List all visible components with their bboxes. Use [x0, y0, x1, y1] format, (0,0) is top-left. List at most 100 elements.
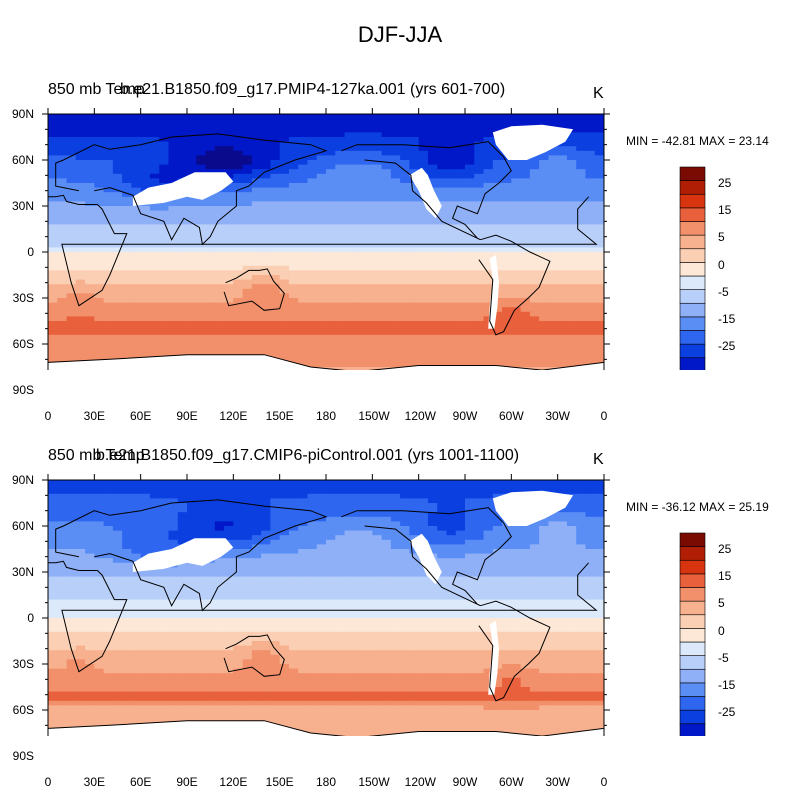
- field-cell: [474, 169, 485, 175]
- field-cell: [576, 187, 587, 193]
- field-cell: [288, 516, 299, 522]
- colorbar-box: [679, 330, 706, 345]
- field-cell: [390, 544, 401, 550]
- field-cell: [122, 192, 132, 198]
- field-cell: [224, 242, 234, 248]
- field-cell: [418, 284, 429, 290]
- field-cell: [48, 183, 58, 189]
- field-cell: [576, 183, 587, 189]
- field-cell: [529, 275, 540, 281]
- field-cell: [344, 562, 355, 568]
- field-cell: [140, 480, 151, 486]
- field-cell: [400, 123, 410, 129]
- field-cell: [85, 196, 95, 202]
- field-cell: [251, 288, 262, 294]
- field-cell: [353, 549, 364, 555]
- field-cell: [168, 284, 179, 290]
- field-cell: [307, 321, 318, 327]
- field-cell: [465, 127, 475, 133]
- field-cell: [307, 493, 318, 499]
- field-cell: [353, 521, 364, 527]
- field-cell: [196, 155, 207, 161]
- field-cell: [140, 484, 151, 490]
- field-cell: [298, 183, 309, 189]
- field-cell: [594, 480, 604, 486]
- field-cell: [437, 187, 448, 193]
- field-cell: [279, 150, 290, 156]
- field-cell: [270, 137, 281, 143]
- field-cell: [149, 293, 160, 299]
- field-cell: [66, 353, 77, 359]
- field-cell: [437, 224, 448, 230]
- coastline: [341, 141, 512, 241]
- field-cell: [94, 164, 105, 170]
- field-cell: [353, 334, 364, 340]
- field-cell: [539, 187, 549, 193]
- field-cell: [261, 219, 271, 225]
- field-cell: [363, 114, 373, 120]
- field-cell: [566, 146, 577, 152]
- field-cell: [307, 357, 318, 363]
- field-cell: [242, 224, 253, 230]
- field-cell: [224, 118, 234, 124]
- field-cell: [372, 298, 383, 304]
- field-cell: [381, 155, 392, 161]
- field-cell: [131, 316, 142, 322]
- field-cell: [94, 484, 105, 490]
- field-cell: [177, 480, 188, 486]
- field-cell: [400, 339, 410, 345]
- field-cell: [465, 270, 475, 276]
- field-cell: [455, 535, 466, 541]
- field-cell: [539, 150, 549, 156]
- field-cell: [492, 316, 503, 322]
- field-cell: [75, 187, 86, 193]
- field-cell: [585, 512, 596, 518]
- field-cell: [149, 507, 160, 513]
- field-cell: [594, 252, 604, 258]
- field-cell: [594, 160, 604, 166]
- field-cell: [511, 219, 522, 225]
- field-cell: [75, 572, 86, 578]
- field-cell: [502, 187, 512, 193]
- field-cell: [335, 275, 346, 281]
- field-cell: [455, 275, 466, 281]
- field-cell: [326, 215, 336, 221]
- field-cell: [557, 521, 568, 527]
- field-cell: [437, 173, 448, 179]
- field-cell: [214, 512, 225, 518]
- field-cell: [511, 160, 522, 166]
- field-cell: [455, 288, 466, 294]
- field-cell: [94, 530, 105, 536]
- field-cell: [594, 567, 604, 573]
- field-cell: [122, 339, 132, 345]
- field-cell: [557, 530, 568, 536]
- field-cell: [381, 521, 392, 527]
- field-cell: [48, 224, 58, 230]
- field-cell: [261, 516, 271, 522]
- field-cell: [288, 265, 299, 271]
- field-cell: [103, 507, 114, 513]
- field-cell: [344, 362, 355, 368]
- field-cell: [307, 539, 318, 545]
- field-cell: [427, 164, 438, 170]
- field-cell: [112, 155, 123, 161]
- field-cell: [131, 530, 142, 536]
- field-cell: [326, 150, 336, 156]
- field-cell: [75, 270, 86, 276]
- field-cell: [446, 344, 457, 350]
- field-cell: [372, 535, 383, 541]
- field-cell: [57, 526, 68, 532]
- field-cell: [344, 114, 355, 120]
- field-cell: [140, 132, 151, 138]
- mask-antarctic: [48, 354, 604, 370]
- field-cell: [585, 493, 596, 499]
- field-cell: [594, 196, 604, 202]
- field-cell: [529, 535, 540, 541]
- field-cell: [344, 316, 355, 322]
- field-cell: [261, 206, 271, 212]
- field-cell: [103, 567, 114, 573]
- field-cell: [131, 498, 142, 504]
- field-cell: [390, 132, 401, 138]
- field-cell: [557, 114, 568, 120]
- field-cell: [539, 298, 549, 304]
